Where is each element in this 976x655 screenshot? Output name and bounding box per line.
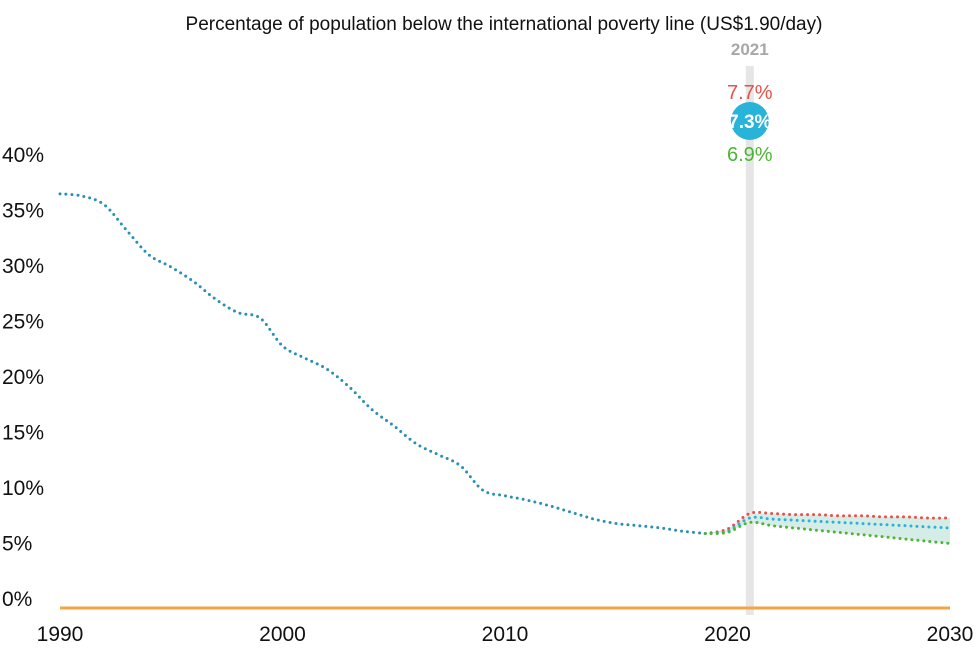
upper-value-label: 7.7% — [727, 82, 773, 104]
highlight-year-bar — [745, 66, 754, 615]
highlight-marker-group — [745, 66, 754, 615]
chart-title: Percentage of population below the inter… — [186, 14, 823, 35]
y-tick-label: 0% — [2, 588, 32, 611]
y-tick-label: 10% — [2, 477, 44, 500]
series-line-1 — [703, 510, 952, 535]
y-tick-label: 15% — [2, 422, 44, 445]
central-value-badge — [730, 102, 769, 140]
highlight-year-label: 2021 — [731, 40, 769, 59]
series-line-2 — [703, 515, 952, 535]
projection-band — [705, 513, 950, 544]
highlight-labels: 2021 7.7% 7.3% 6.9% — [727, 40, 773, 166]
series-line-0 — [58, 192, 707, 535]
x-tick-label: 2000 — [259, 623, 306, 646]
y-tick-label: 5% — [2, 533, 32, 556]
lower-value-label: 6.9% — [727, 144, 773, 166]
y-tick-label: 20% — [2, 366, 44, 389]
x-tick-label: 2020 — [704, 623, 751, 646]
x-tick-label: 2030 — [927, 623, 974, 646]
y-axis-ticks: 0% 5% 10% 15% 20% 25% 30% 35% 40% — [2, 144, 44, 611]
series-group — [58, 192, 952, 545]
projection-band-group — [705, 513, 950, 544]
y-tick-label: 30% — [2, 255, 44, 278]
y-tick-label: 35% — [2, 200, 44, 223]
series-line-3 — [703, 520, 952, 545]
x-axis-ticks: 1990 2000 2010 2020 2030 — [37, 623, 974, 646]
x-tick-label: 1990 — [37, 623, 84, 646]
x-tick-label: 2010 — [482, 623, 529, 646]
y-tick-label: 40% — [2, 144, 44, 167]
central-value-label: 7.3% — [728, 112, 771, 133]
y-tick-label: 25% — [2, 311, 44, 334]
